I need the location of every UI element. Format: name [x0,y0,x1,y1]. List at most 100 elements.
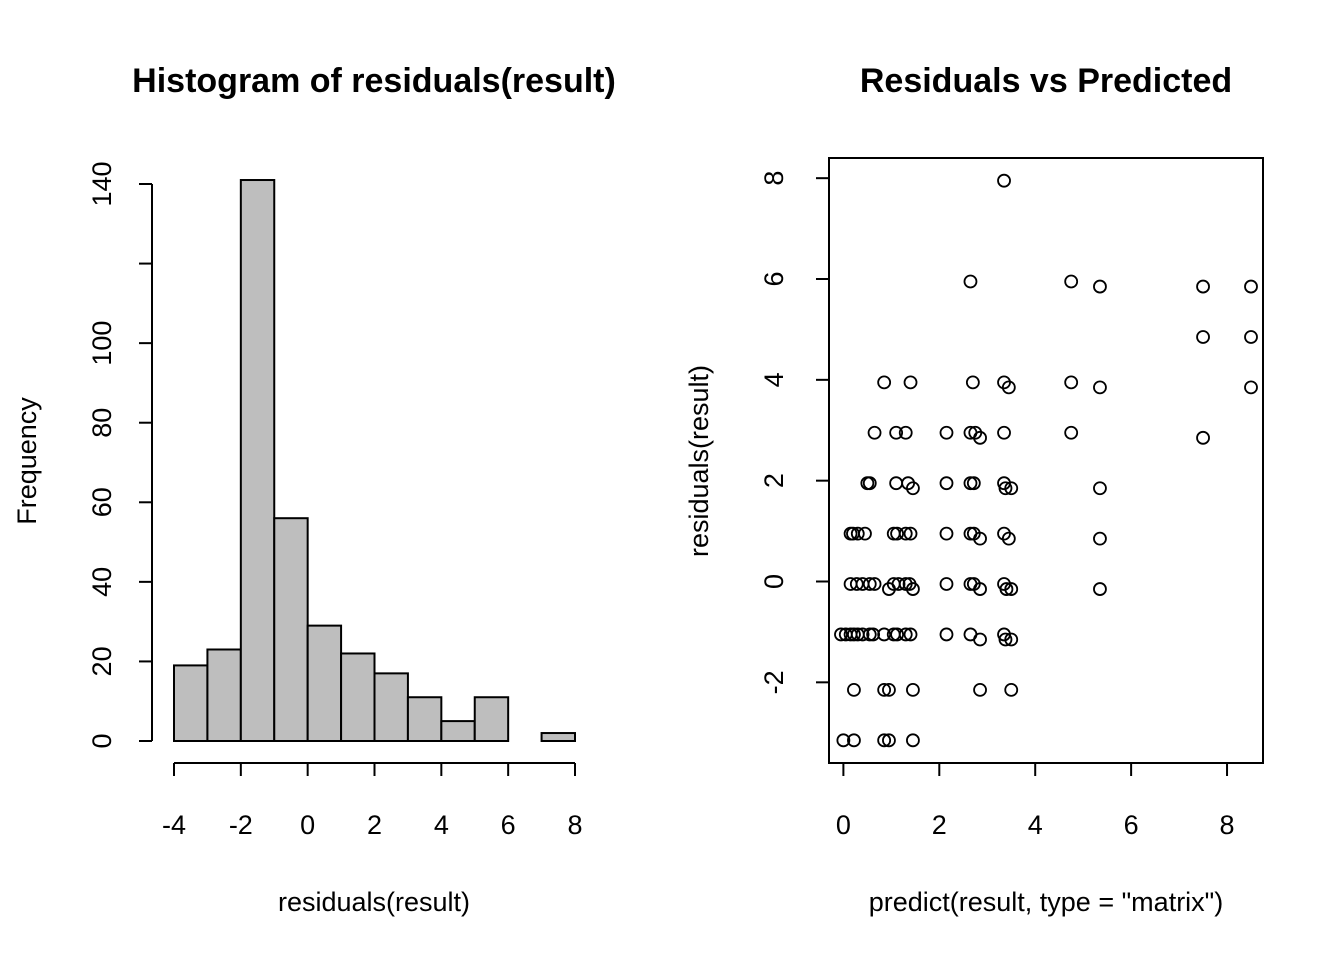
scatter-x-tick-label: 6 [1124,810,1139,840]
histogram-bar [440,720,476,742]
scatter-point [1064,274,1079,289]
scatter-point [867,577,882,591]
scatter-y-axis: -2 0 2 4 6 8 [759,171,830,694]
scatter-point [973,531,987,546]
histogram-bar [173,664,209,743]
histogram-bar [306,624,343,742]
histogram-y-tick-label: 60 [87,487,117,517]
scatter-point [1004,582,1019,596]
histogram-bar [406,696,443,743]
histogram-bar [239,179,276,742]
scatter-point [901,476,916,491]
scatter-point [847,733,861,748]
scatter-point [939,425,954,440]
scatter-point [1244,279,1258,294]
scatter-point [890,627,904,642]
histogram-y-tick-label: 0 [87,733,117,748]
scatter-panel: Residuals vs Predicted predict(result, t… [684,62,1264,917]
histogram-y-label: Frequency [12,397,42,525]
histogram-x-tick-label: 4 [434,810,449,840]
scatter-point [998,632,1013,647]
scatter-point [1004,632,1019,647]
scatter-point [1064,425,1079,440]
scatter-point [882,733,896,748]
histogram-y-tick-label: 80 [87,408,117,438]
scatter-point [1004,682,1019,697]
scatter-point [997,375,1011,390]
scatter-y-tick-label: 8 [759,171,789,186]
scatter-point [906,682,920,697]
scatter-point [903,627,918,642]
scatter-point [847,682,861,697]
scatter-point [1196,330,1210,344]
histogram-x-label: residuals(result) [278,887,470,917]
scatter-point [965,375,980,390]
histogram-x-tick-label: 0 [300,810,315,840]
histogram-bar [273,517,309,743]
scatter-point [867,425,882,440]
scatter-point [866,627,881,642]
scatter-point [973,582,987,596]
scatter-point [1244,380,1258,395]
scatter-title: Residuals vs Predicted [860,62,1232,100]
histogram-y-axis: 0 20 40 60 80 100 140 [87,161,153,749]
scatter-point [1093,582,1107,596]
scatter-point [890,526,904,541]
scatter-point [998,481,1013,496]
scatter-point [963,274,978,289]
scatter-y-tick-label: 2 [759,473,789,488]
scatter-y-tick-label: 4 [759,372,789,387]
scatter-point [973,632,987,647]
scatter-y-tick-label: 6 [759,271,789,286]
scatter-y-label: residuals(result) [684,365,714,557]
scatter-point [898,425,913,440]
histogram-x-tick-label: -2 [229,810,253,840]
histogram-bars [173,179,576,743]
scatter-point [973,682,987,697]
scatter-point [862,476,877,491]
scatter-points [834,173,1258,748]
histogram-x-tick-label: 2 [367,810,382,840]
scatter-point [906,733,920,748]
scatter-point [877,733,892,748]
scatter-point [877,682,892,697]
scatter-y-tick-label: -2 [759,670,789,694]
histogram-bar [206,648,242,742]
scatter-point [939,476,954,491]
histogram-y-tick-label: 140 [87,161,117,206]
histogram-bar [540,732,576,742]
histogram-panel: Histogram of residuals(result) residuals… [12,62,616,917]
scatter-point [1093,531,1107,546]
histogram-x-axis: -4 -2 0 2 4 6 8 [162,762,583,840]
scatter-point [862,577,877,591]
scatter-point [1004,481,1019,496]
scatter-point [906,582,920,596]
scatter-point [903,526,918,541]
scatter-point [877,375,892,390]
histogram-x-tick-label: 6 [501,810,516,840]
scatter-point [877,627,892,642]
scatter-point [889,476,904,491]
scatter-point [898,526,913,541]
scatter-y-tick-label: 0 [759,574,789,589]
scatter-point [882,682,896,697]
scatter-point [1093,279,1107,294]
scatter-point [850,526,865,541]
scatter-x-tick-label: 0 [836,810,851,840]
scatter-x-label: predict(result, type = "matrix") [869,887,1224,917]
histogram-bar [373,672,409,742]
scatter-point [834,627,848,642]
scatter-plot-box [828,157,1264,764]
scatter-point [939,526,954,541]
histogram-y-tick-label: 20 [87,646,117,676]
scatter-x-tick-label: 4 [1028,810,1043,840]
scatter-point [847,627,861,642]
histogram-x-tick-label: -4 [162,810,186,840]
scatter-point [997,526,1011,541]
scatter-point [889,425,904,440]
scatter-point [858,526,872,541]
scatter-point [999,582,1014,596]
scatter-point [1196,279,1210,294]
histogram-y-tick-label: 40 [87,567,117,597]
